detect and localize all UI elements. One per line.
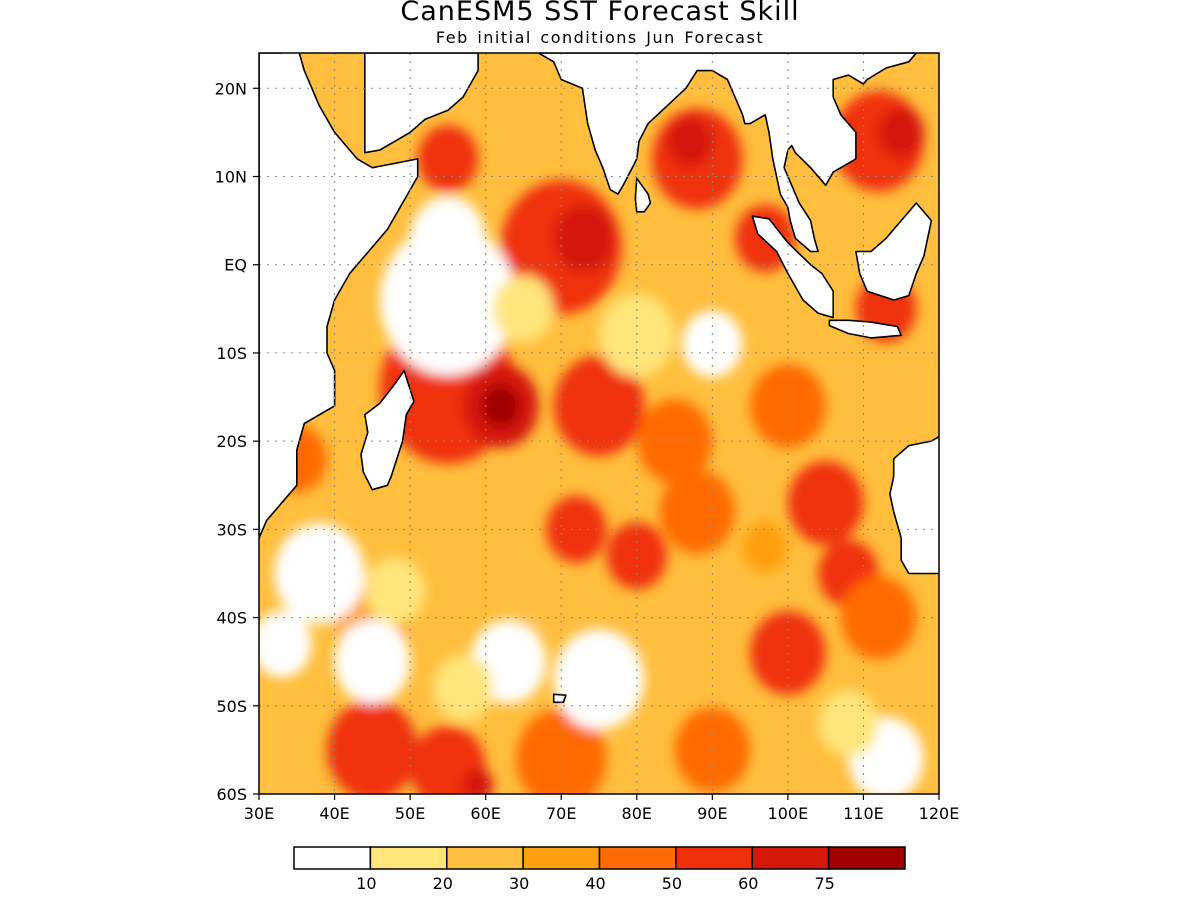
skill-blob-25 (515, 708, 607, 794)
skill-blob-30 (410, 196, 486, 281)
lon-tick-label: 110E (843, 804, 884, 823)
colorbar-swatch-6 (751, 846, 830, 870)
colorbar-swatch-0 (293, 846, 372, 870)
skill-blob-29 (379, 224, 516, 376)
colorbar-label: 60 (738, 874, 758, 893)
skill-blob-11 (481, 384, 520, 427)
lon-tick-label: 90E (697, 804, 727, 823)
skill-blob-22 (327, 699, 418, 794)
skill-blob-7 (878, 107, 924, 158)
lon-tick-label: 40E (319, 804, 349, 823)
chart-title: CanESM5 SST Forecast Skill (400, 0, 800, 27)
colorbar-label: 30 (509, 874, 529, 893)
land-madagascar (360, 369, 415, 491)
land-sumatra (751, 215, 835, 319)
land-arabia (363, 53, 479, 154)
skill-blob-20 (750, 610, 826, 695)
land-java (828, 319, 903, 339)
skill-blob-31 (493, 275, 554, 343)
colorbar-label: 20 (433, 874, 453, 893)
skill-blob-33 (682, 310, 743, 378)
lat-tick-label: 40S (216, 609, 247, 628)
skill-blob-17 (546, 495, 607, 563)
colorbar-label: 40 (585, 874, 605, 893)
lat-axis: 20N 10N EQ 10S 20S 30S 40S 50S 60S (215, 79, 259, 804)
land-mask (259, 53, 939, 704)
lon-tick-label: 100E (768, 804, 809, 823)
colorbar-label: 10 (356, 874, 376, 893)
skill-blob-12 (553, 355, 645, 457)
skill-blob-4 (667, 116, 713, 167)
lon-tick-label: 60E (470, 804, 500, 823)
lat-tick-label: 50S (216, 697, 247, 716)
land-borneo (855, 202, 933, 301)
lon-axis: 30E 40E 50E 60E 70E 80E 90E 100E 110E 120E (244, 794, 960, 823)
skill-blob-2 (553, 204, 615, 272)
colorbar-swatch-7 (827, 846, 906, 870)
lat-tick-label: 20S (216, 432, 247, 451)
skill-blob-35 (364, 557, 426, 625)
grid-lines (259, 53, 939, 794)
land-australia (889, 435, 939, 575)
lon-tick-label: 120E (919, 804, 960, 823)
skill-blob-19 (659, 469, 735, 554)
chart-subtitle: Feb initial conditions Jun Forecast (435, 28, 765, 47)
lat-tick-label: EQ (224, 256, 247, 275)
skill-blob-44 (523, 574, 569, 626)
colorbar-swatch-1 (369, 846, 448, 870)
lat-tick-label: 30S (216, 520, 247, 539)
skill-blob-42 (818, 689, 879, 757)
lon-tick-label: 30E (244, 804, 274, 823)
colorbar-swatch-3 (522, 846, 601, 870)
land-africa (259, 53, 419, 540)
skill-blob-38 (553, 629, 645, 730)
lat-tick-label: 60S (216, 785, 247, 804)
colorbar-label: 50 (662, 874, 682, 893)
colorbar-label: 75 (814, 874, 834, 893)
skill-blob-32 (599, 293, 675, 378)
skill-blob-36 (334, 619, 411, 704)
lon-tick-label: 70E (546, 804, 576, 823)
colorbar-swatch-2 (446, 846, 524, 870)
colorbar: 10 20 30 40 50 60 75 (293, 846, 906, 893)
land-srilanka (634, 177, 652, 213)
land-india (537, 53, 918, 253)
skill-blob-37 (259, 610, 312, 678)
colorbar-swatch-4 (598, 846, 677, 870)
skill-blob-0 (417, 125, 479, 193)
map-frame (258, 52, 940, 795)
skill-blob-21 (840, 575, 917, 660)
skill-blob-23 (410, 725, 486, 794)
skill-blob-18 (606, 522, 667, 590)
skill-blob-40 (432, 654, 494, 722)
lon-tick-label: 80E (622, 804, 652, 823)
skill-blob-13 (636, 399, 713, 484)
skill-blob-24 (463, 768, 494, 794)
lon-tick-label: 50E (395, 804, 425, 823)
lat-tick-label: 20N (215, 79, 247, 98)
lat-tick-label: 10S (216, 344, 247, 363)
lat-tick-label: 10N (215, 168, 247, 187)
skill-blob-43 (742, 521, 788, 573)
land-kerguelen (552, 693, 567, 704)
skill-blob-34 (274, 523, 365, 624)
skill-blob-15 (787, 460, 864, 545)
colorbar-swatch-5 (675, 846, 753, 870)
